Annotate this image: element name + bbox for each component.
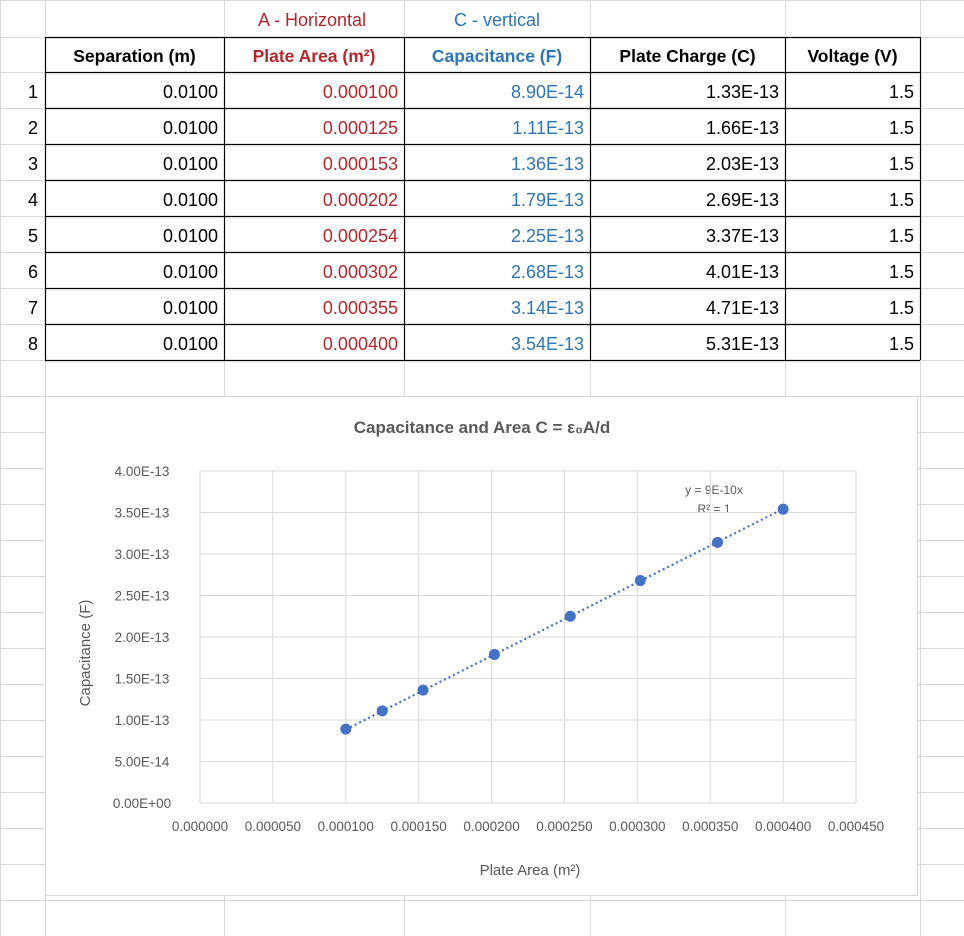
table-cell: 3.14E-13 bbox=[511, 298, 584, 318]
x-tick-label: 0.000350 bbox=[682, 819, 738, 834]
header-capacitance: Capacitance (F) bbox=[432, 46, 562, 66]
chart-title: Capacitance and Area C = ε₀A/d bbox=[354, 418, 611, 437]
table-cell: 0.0100 bbox=[163, 262, 218, 282]
table-cell: 1.5 bbox=[889, 118, 914, 138]
table-cell: 0.000254 bbox=[323, 226, 398, 246]
x-tick-label: 0.000150 bbox=[391, 819, 447, 834]
table-cell: 2.03E-13 bbox=[706, 154, 779, 174]
table-cell: 0.0100 bbox=[163, 118, 218, 138]
table-cell: 1.79E-13 bbox=[511, 190, 584, 210]
row-number: 6 bbox=[28, 262, 38, 282]
x-tick-label: 0.000050 bbox=[245, 819, 301, 834]
data-table-borders bbox=[44, 36, 922, 362]
x-tick-label: 0.000200 bbox=[463, 819, 519, 834]
y-tick-label: 3.50E-13 bbox=[115, 506, 170, 521]
table-cell: 0.0100 bbox=[163, 154, 218, 174]
table-cell: 0.000400 bbox=[323, 334, 398, 354]
table-cell: 1.5 bbox=[889, 226, 914, 246]
table-cell: 1.5 bbox=[889, 334, 914, 354]
row-number: 2 bbox=[28, 118, 38, 138]
y-tick-label: 3.00E-13 bbox=[115, 547, 170, 562]
x-tick-label: 0.000450 bbox=[828, 819, 884, 834]
data-point[interactable] bbox=[634, 575, 646, 587]
table-cell: 1.5 bbox=[889, 262, 914, 282]
x-tick-label: 0.000100 bbox=[318, 819, 374, 834]
table-cell: 0.0100 bbox=[163, 334, 218, 354]
group-header-vertical: C - vertical bbox=[454, 10, 540, 30]
table-cell: 1.36E-13 bbox=[511, 154, 584, 174]
group-header-horizontal: A - Horizontal bbox=[258, 10, 366, 30]
data-point[interactable] bbox=[340, 723, 352, 735]
table-cell: 1.5 bbox=[889, 298, 914, 318]
y-tick-label: 1.50E-13 bbox=[115, 672, 170, 687]
row-number: 3 bbox=[28, 154, 38, 174]
data-point[interactable] bbox=[488, 648, 500, 660]
y-axis-label: Capacitance (F) bbox=[77, 600, 94, 707]
table-cell: 2.69E-13 bbox=[706, 190, 779, 210]
header-plate-area: Plate Area (m²) bbox=[253, 46, 376, 66]
x-tick-label: 0.000250 bbox=[536, 819, 592, 834]
row-number: 8 bbox=[28, 334, 38, 354]
table-cell: 4.01E-13 bbox=[706, 262, 779, 282]
scatter-chart: Capacitance and Area C = ε₀A/d Plate Are… bbox=[77, 418, 884, 879]
table-cell: 1.33E-13 bbox=[706, 82, 779, 102]
header-separation: Separation (m) bbox=[73, 46, 196, 66]
trendline-equation: y = 9E-10x bbox=[685, 483, 743, 497]
table-cell: 2.25E-13 bbox=[511, 226, 584, 246]
row-number: 4 bbox=[28, 190, 38, 210]
y-tick-label: 2.00E-13 bbox=[115, 630, 170, 645]
table-cell: 1.5 bbox=[889, 82, 914, 102]
y-tick-label: 2.50E-13 bbox=[115, 589, 170, 604]
table-cell: 0.000302 bbox=[323, 262, 398, 282]
table-cell: 0.000355 bbox=[323, 298, 398, 318]
x-tick-label: 0.000300 bbox=[609, 819, 665, 834]
data-point[interactable] bbox=[417, 684, 429, 696]
row-number: 5 bbox=[28, 226, 38, 246]
data-point[interactable] bbox=[777, 503, 789, 515]
plot-gridlines bbox=[199, 470, 857, 804]
table-cell: 0.000100 bbox=[323, 82, 398, 102]
table-cell: 1.5 bbox=[889, 190, 914, 210]
row-number: 7 bbox=[28, 298, 38, 318]
x-tick-label: 0.000400 bbox=[755, 819, 811, 834]
table-cell: 0.0100 bbox=[163, 226, 218, 246]
table-cell: 3.54E-13 bbox=[511, 334, 584, 354]
table-cell: 0.0100 bbox=[163, 190, 218, 210]
table-cell: 0.0100 bbox=[163, 298, 218, 318]
table-cell: 1.11E-13 bbox=[512, 118, 584, 138]
table-cell: 5.31E-13 bbox=[706, 334, 779, 354]
y-tick-label: 0.00E+00 bbox=[113, 796, 171, 811]
x-tick-label: 0.000000 bbox=[172, 819, 228, 834]
x-axis-label: Plate Area (m²) bbox=[480, 862, 581, 879]
table-cell: 8.90E-14 bbox=[511, 82, 584, 102]
table-cell: 0.000202 bbox=[323, 190, 398, 210]
y-tick-label: 4.00E-13 bbox=[115, 464, 170, 479]
trendline-r-squared: R² = 1 bbox=[697, 502, 730, 516]
y-tick-label: 5.00E-14 bbox=[115, 755, 170, 770]
header-voltage: Voltage (V) bbox=[807, 46, 897, 66]
chart-area[interactable]: Capacitance and Area C = ε₀A/d Plate Are… bbox=[45, 396, 918, 896]
row-number: 1 bbox=[28, 82, 38, 102]
data-point[interactable] bbox=[376, 705, 388, 717]
header-plate-charge: Plate Charge (C) bbox=[619, 46, 755, 66]
table-cell: 2.68E-13 bbox=[511, 262, 584, 282]
table-cell: 0.000125 bbox=[323, 118, 398, 138]
table-cell: 1.5 bbox=[889, 154, 914, 174]
table-cell: 0.0100 bbox=[163, 82, 218, 102]
data-point[interactable] bbox=[712, 536, 724, 548]
table-cell: 0.000153 bbox=[323, 154, 398, 174]
table-cell: 4.71E-13 bbox=[706, 298, 779, 318]
y-tick-label: 1.00E-13 bbox=[115, 713, 170, 728]
table-cell: 3.37E-13 bbox=[706, 226, 779, 246]
table-cell: 1.66E-13 bbox=[706, 118, 779, 138]
data-point[interactable] bbox=[564, 610, 576, 622]
